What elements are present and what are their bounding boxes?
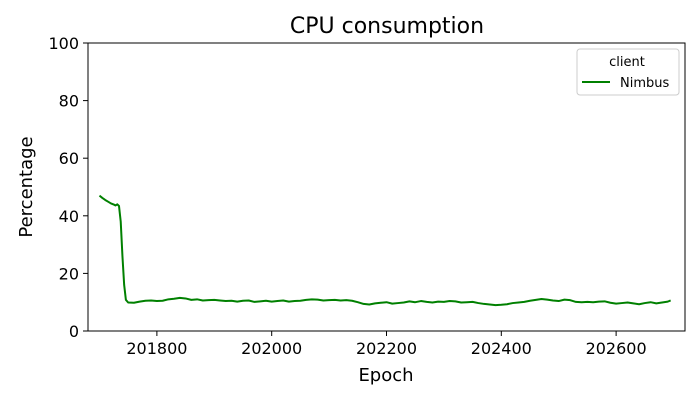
chart-title: CPU consumption [290, 14, 484, 39]
legend: client Nimbus [576, 48, 680, 96]
x-tick-label: 201800 [126, 339, 187, 358]
y-tick-label: 60 [59, 149, 79, 168]
y-axis: 0 20 40 60 80 100 [48, 34, 88, 341]
y-tick-label: 100 [48, 34, 79, 53]
y-axis-label: Percentage [16, 136, 37, 237]
x-tick-label: 202000 [241, 339, 302, 358]
series-line-nimbus [98, 194, 672, 307]
x-tick-label: 202600 [586, 339, 647, 358]
x-tick-label: 202400 [471, 339, 532, 358]
x-axis: 201800 202000 202200 202400 202600 [126, 331, 647, 358]
y-tick-label: 80 [59, 92, 79, 111]
legend-title: client [609, 55, 645, 70]
y-tick-label: 0 [69, 322, 79, 341]
x-axis-label: Epoch [358, 365, 413, 386]
legend-entry-nimbus: Nimbus [620, 76, 669, 91]
legend-box [576, 48, 680, 96]
y-tick-label: 40 [59, 207, 79, 226]
x-tick-label: 202200 [356, 339, 417, 358]
series-layer [98, 194, 672, 307]
y-tick-label: 20 [59, 264, 79, 283]
